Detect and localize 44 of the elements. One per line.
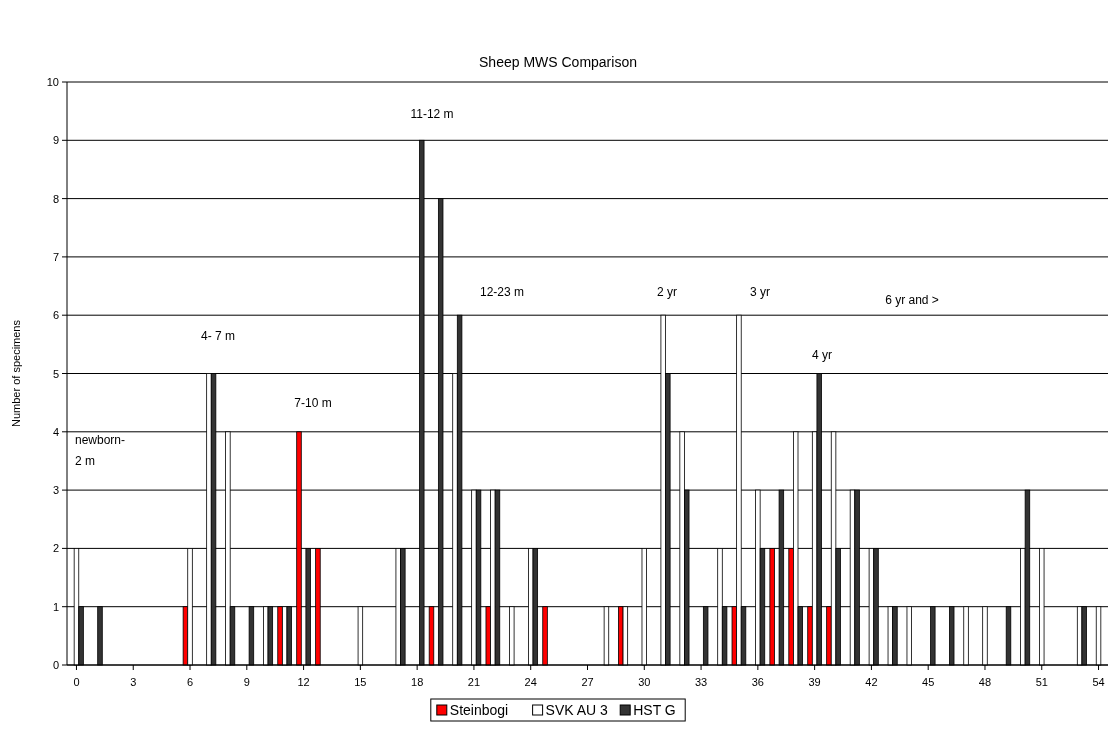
x-tick-label: 3 — [130, 676, 137, 688]
x-tick-label: 21 — [467, 676, 481, 688]
y-tick-label: 4 — [52, 425, 59, 438]
annotation: 12-23 m — [479, 285, 525, 299]
annotation: 4 yr — [811, 348, 833, 362]
annotation: 3 yr — [749, 285, 771, 299]
legend-label: Steinbogi — [449, 702, 509, 718]
y-tick-label: 3 — [52, 484, 59, 497]
annotation: 11-12 m — [410, 107, 454, 121]
x-tick-label: 18 — [411, 676, 424, 688]
annotation: 4- 7 m — [200, 329, 236, 343]
y-tick-label: 10 — [46, 76, 59, 88]
x-tick-label: 12 — [297, 676, 310, 688]
y-tick-label: 2 — [52, 542, 59, 555]
y-tick-label: 0 — [52, 659, 59, 671]
x-tick-label: 48 — [978, 676, 992, 688]
x-tick-label: 24 — [524, 676, 537, 688]
x-tick-label: 30 — [638, 676, 651, 688]
legend-label: SVK AU 3 — [545, 702, 609, 718]
x-tick-label: 33 — [694, 676, 708, 688]
y-tick-label: 5 — [52, 367, 59, 380]
y-axis-title: Number of specimens — [10, 319, 22, 427]
x-tick-label: 15 — [354, 676, 367, 688]
y-tick-label: 1 — [52, 600, 59, 613]
x-tick-label: 9 — [243, 676, 250, 688]
chart-title: Sheep MWS Comparison — [479, 54, 637, 70]
annotation: newborn- 2 m — [75, 433, 126, 468]
x-tick-label: 54 — [1092, 676, 1105, 688]
x-tick-label: 36 — [751, 676, 764, 688]
x-tick-label: 51 — [1035, 676, 1048, 688]
x-tick-label: 6 — [186, 676, 194, 688]
y-tick-label: 8 — [52, 192, 59, 205]
legend-label: HST G — [633, 702, 676, 718]
y-tick-label: 7 — [52, 250, 59, 263]
annotation: 7-10 m — [294, 396, 332, 410]
y-tick-label: 6 — [52, 309, 59, 322]
x-tick-label: 42 — [865, 676, 878, 688]
annotation: 6 yr and > — [885, 293, 939, 307]
x-tick-label: 39 — [808, 676, 821, 688]
x-tick-label: 0 — [73, 676, 80, 688]
annotation: 2 yr — [656, 285, 678, 299]
x-tick-label: 27 — [581, 676, 594, 688]
y-tick-label: 9 — [52, 134, 59, 147]
x-tick-label: 45 — [922, 676, 935, 688]
